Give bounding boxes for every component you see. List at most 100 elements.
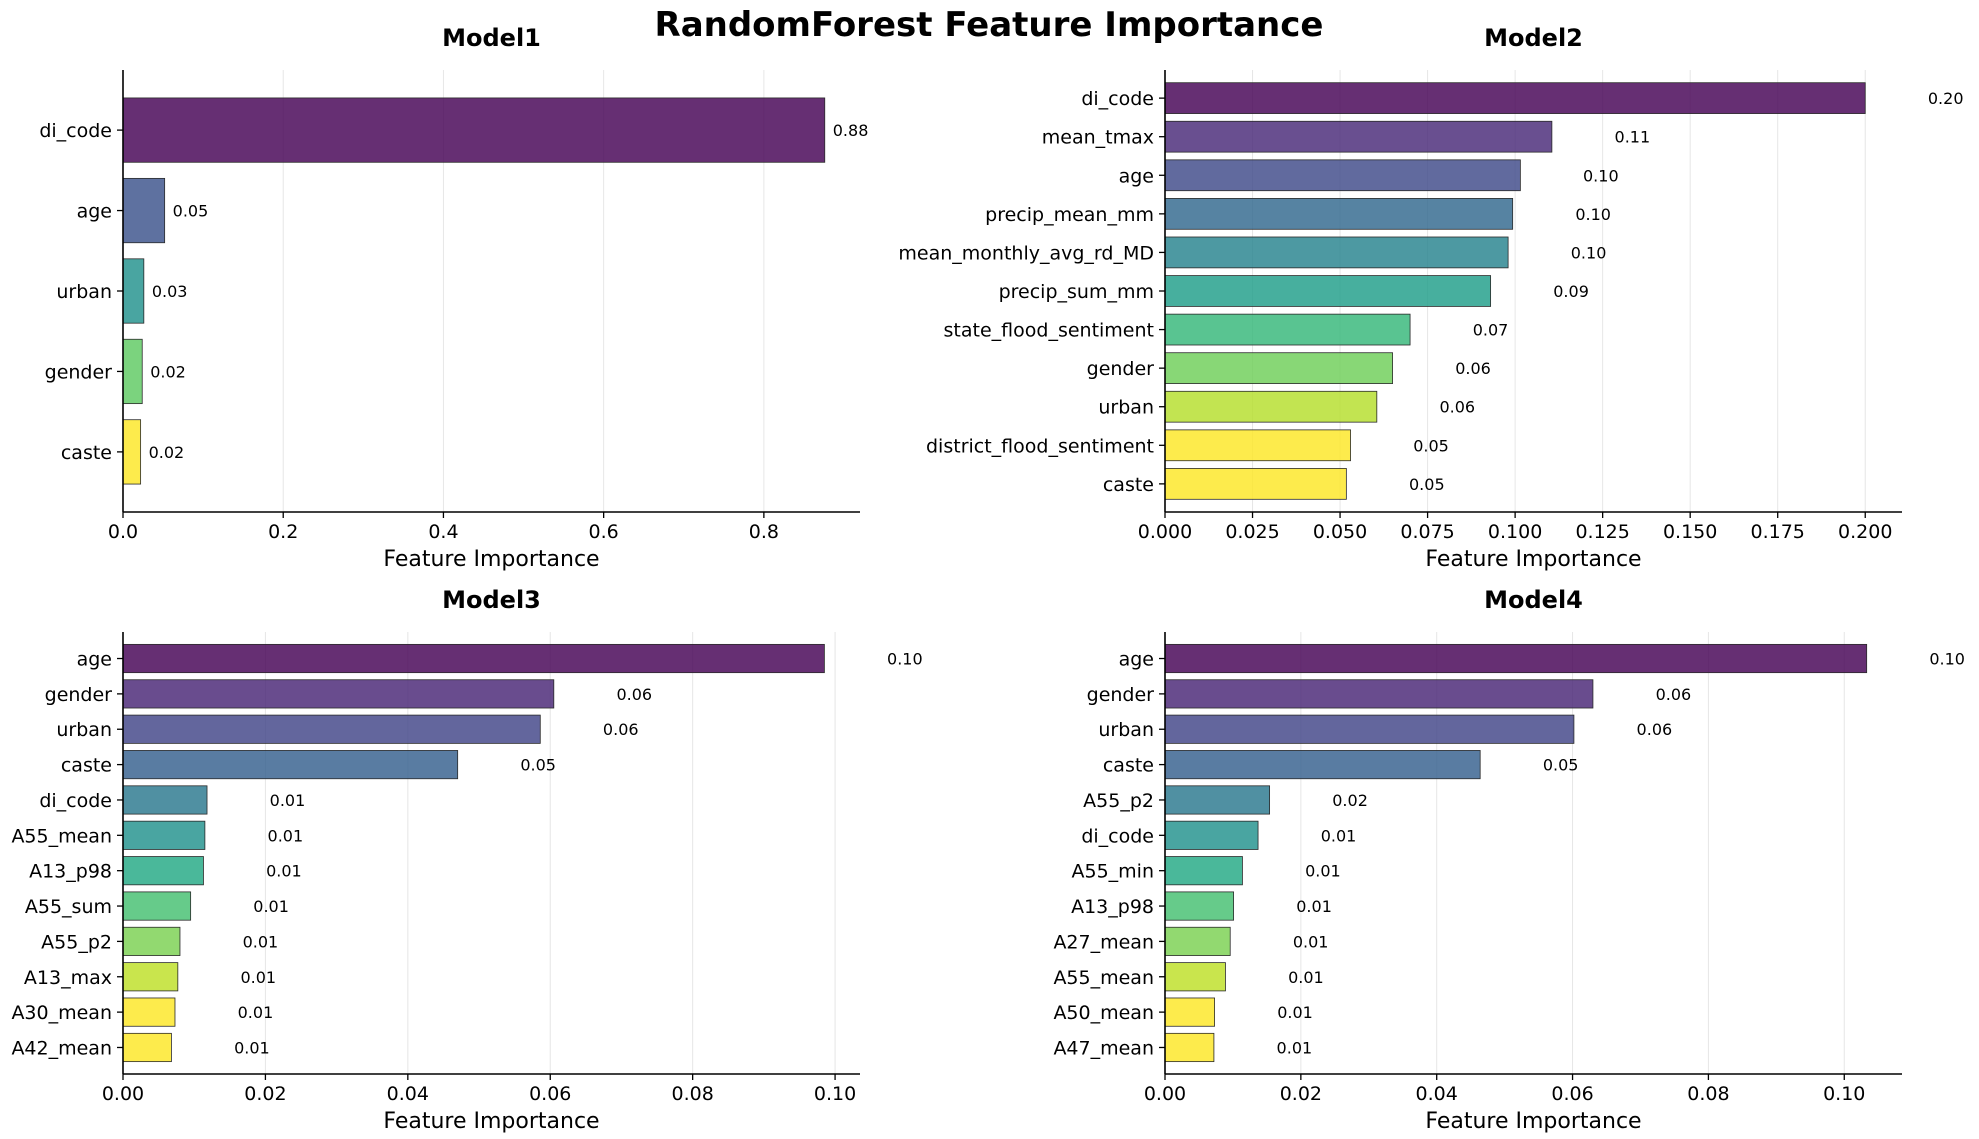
x-tick-label: 0.02 bbox=[1280, 1083, 1322, 1105]
bar bbox=[1164, 643, 1868, 674]
x-tick-label: 0.10 bbox=[1823, 1083, 1865, 1105]
data-label: 0.05 bbox=[520, 756, 556, 775]
x-tick-label: 0.025 bbox=[1225, 521, 1279, 543]
bar bbox=[1164, 820, 1259, 850]
y-tick-label: di_code bbox=[39, 120, 112, 142]
data-label: 0.10 bbox=[1583, 166, 1619, 185]
bar bbox=[1164, 159, 1521, 192]
x-axis-label: Feature Importance bbox=[1425, 1109, 1641, 1134]
data-label: 0.05 bbox=[1413, 436, 1449, 455]
bar bbox=[1164, 468, 1347, 500]
x-tick-label: 0.04 bbox=[387, 1083, 429, 1105]
x-tick-label: 0.08 bbox=[1687, 1083, 1729, 1105]
y-tick-label: district_flood_sentiment bbox=[926, 435, 1154, 457]
bar bbox=[1164, 679, 1594, 709]
data-label: 0.02 bbox=[149, 443, 185, 462]
x-tick-label: 0.150 bbox=[1663, 521, 1717, 543]
bar bbox=[1164, 313, 1411, 346]
bar bbox=[122, 679, 555, 709]
x-tick-label: 0.08 bbox=[672, 1083, 714, 1105]
y-tick-label: gender bbox=[45, 684, 113, 706]
y-tick-label: A55_mean bbox=[11, 825, 112, 847]
data-label: 0.10 bbox=[1571, 243, 1607, 262]
data-label: 0.01 bbox=[268, 826, 304, 845]
bar bbox=[1164, 198, 1514, 230]
chart-panel-1: Model1 0.0 0.2 0.4 0.6 0.8 di_code 0.88 age 0.05 u… bbox=[39, 24, 868, 572]
x-axis-label: Feature Importance bbox=[383, 1109, 599, 1134]
y-tick-label: A47_mean bbox=[1053, 1037, 1154, 1059]
bar bbox=[1164, 997, 1215, 1027]
bar bbox=[122, 962, 179, 992]
data-label: 0.07 bbox=[1473, 321, 1509, 340]
y-tick-label: A42_mean bbox=[11, 1037, 112, 1059]
data-label: 0.09 bbox=[1553, 282, 1589, 301]
y-tick-label: urban bbox=[1098, 397, 1154, 419]
y-tick-label: precip_sum_mm bbox=[999, 281, 1154, 303]
data-label: 0.01 bbox=[243, 932, 279, 951]
bar bbox=[1164, 1032, 1215, 1063]
y-tick-label: A55_p2 bbox=[1083, 790, 1154, 812]
x-axis-label: Feature Importance bbox=[383, 547, 599, 572]
x-tick-label: 0.6 bbox=[589, 521, 619, 543]
y-tick-label: A13_max bbox=[24, 967, 112, 989]
data-label: 0.01 bbox=[240, 968, 276, 987]
bar bbox=[122, 338, 143, 405]
data-label: 0.02 bbox=[1332, 791, 1368, 810]
bar bbox=[122, 891, 192, 921]
bar bbox=[122, 419, 142, 485]
data-label: 0.01 bbox=[1277, 1003, 1313, 1022]
bar bbox=[1164, 236, 1509, 269]
data-label: 0.01 bbox=[253, 897, 289, 916]
bar bbox=[122, 643, 825, 674]
bar bbox=[122, 714, 541, 744]
y-tick-label: A55_sum bbox=[25, 896, 112, 918]
panel-title: Model4 bbox=[1484, 586, 1583, 614]
panel-title: Model2 bbox=[1484, 24, 1583, 52]
y-tick-label: caste bbox=[61, 442, 112, 464]
y-tick-label: di_code bbox=[1081, 88, 1154, 110]
data-label: 0.01 bbox=[1277, 1038, 1313, 1057]
y-tick-label: gender bbox=[1087, 358, 1155, 380]
data-label: 0.05 bbox=[1409, 475, 1445, 494]
bar bbox=[1164, 714, 1575, 744]
data-label: 0.88 bbox=[833, 121, 869, 140]
x-tick-label: 0.02 bbox=[244, 1083, 286, 1105]
bar bbox=[1164, 390, 1378, 423]
y-tick-label: A13_p98 bbox=[29, 861, 112, 883]
panel-title: Model3 bbox=[442, 586, 541, 614]
data-label: 0.01 bbox=[1293, 932, 1329, 951]
y-tick-label: urban bbox=[1098, 719, 1154, 741]
bar bbox=[1164, 856, 1243, 886]
y-tick-label: di_code bbox=[1081, 825, 1154, 847]
data-label: 0.10 bbox=[887, 650, 923, 669]
bar bbox=[122, 926, 181, 956]
y-tick-label: mean_monthly_avg_rd_MD bbox=[898, 242, 1154, 264]
bar bbox=[122, 750, 459, 780]
x-tick-label: 0.050 bbox=[1313, 521, 1367, 543]
y-tick-label: caste bbox=[61, 755, 112, 777]
x-tick-label: 0.10 bbox=[814, 1083, 856, 1105]
y-tick-label: A30_mean bbox=[11, 1002, 112, 1024]
x-tick-label: 0.175 bbox=[1751, 521, 1805, 543]
data-label: 0.01 bbox=[1296, 897, 1332, 916]
data-label: 0.05 bbox=[1543, 756, 1579, 775]
y-tick-label: age bbox=[77, 201, 112, 223]
y-tick-label: age bbox=[77, 649, 112, 671]
bar bbox=[122, 177, 166, 244]
data-label: 0.03 bbox=[152, 282, 188, 301]
data-label: 0.01 bbox=[1288, 968, 1324, 987]
x-tick-label: 0.075 bbox=[1400, 521, 1454, 543]
y-tick-label: state_flood_sentiment bbox=[944, 320, 1154, 342]
data-label: 0.06 bbox=[603, 720, 639, 739]
y-tick-label: A27_mean bbox=[1053, 931, 1154, 953]
y-tick-label: gender bbox=[1087, 684, 1155, 706]
y-tick-label: urban bbox=[56, 281, 112, 303]
bar bbox=[1164, 962, 1226, 992]
data-label: 0.06 bbox=[1637, 720, 1673, 739]
x-tick-label: 0.200 bbox=[1838, 521, 1892, 543]
x-tick-label: 0.00 bbox=[1144, 1083, 1186, 1105]
chart-panel-2: Model2 0.000 0.025 0.050 0.075 0.100 0.125 0.15… bbox=[898, 24, 1963, 572]
bar bbox=[122, 820, 206, 850]
data-label: 0.06 bbox=[1656, 685, 1692, 704]
